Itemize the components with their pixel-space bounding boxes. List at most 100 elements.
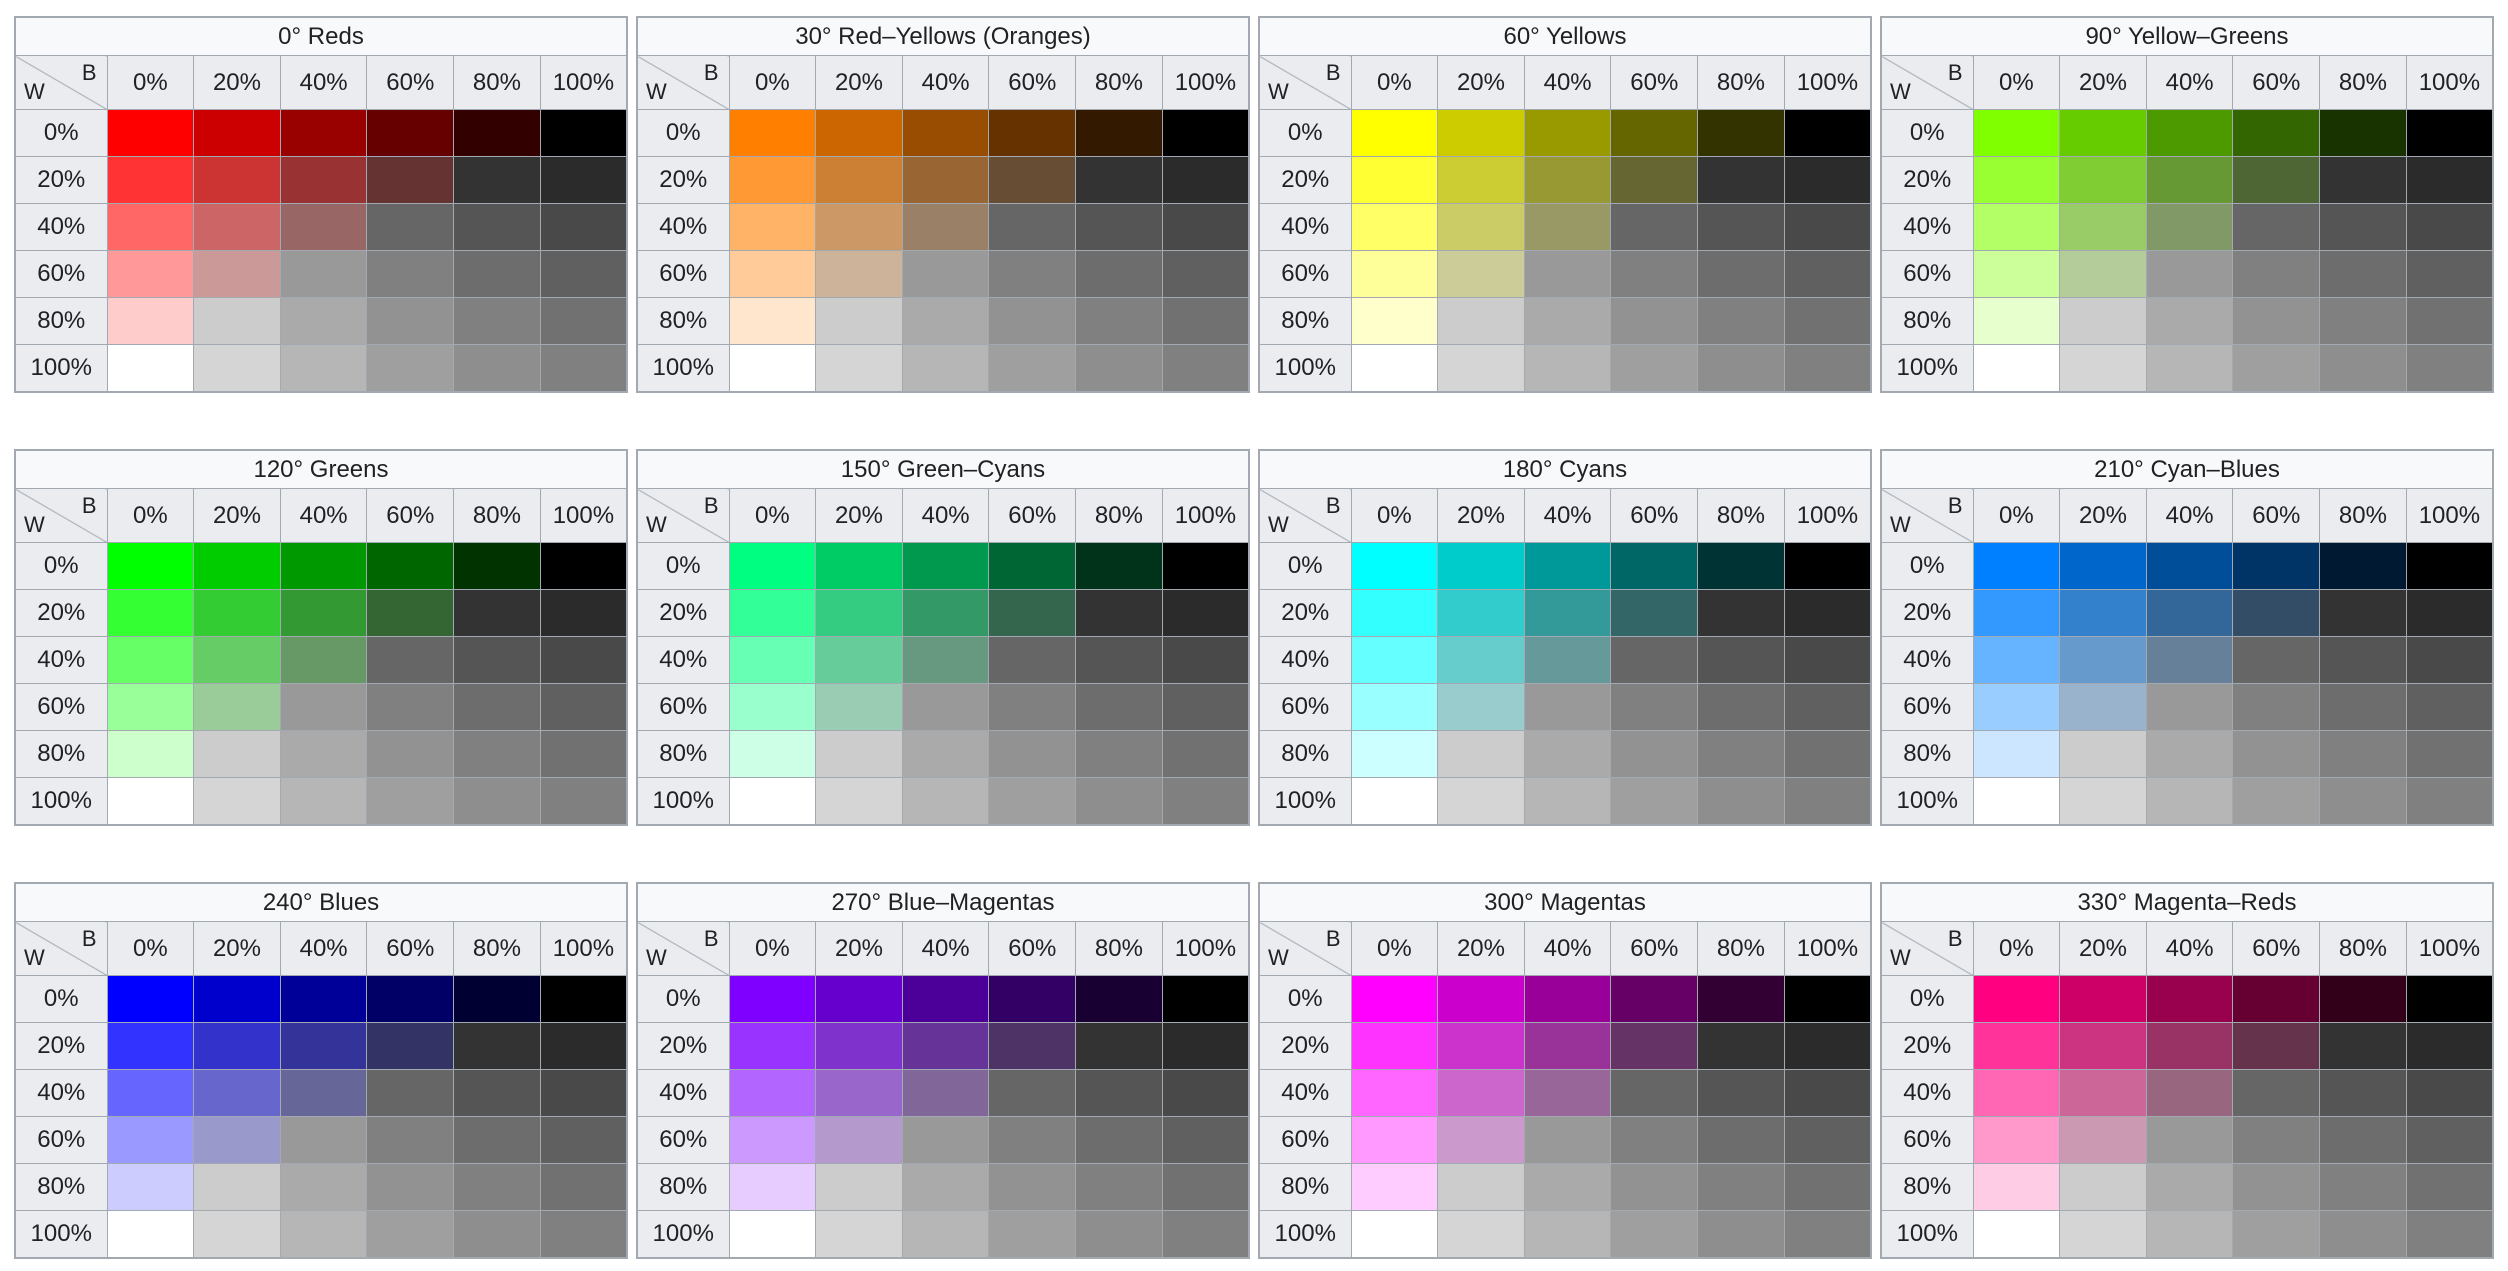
color-swatch — [2232, 683, 2321, 731]
color-swatch — [1075, 975, 1163, 1023]
data-row: 0% — [636, 975, 1250, 1023]
color-swatch — [2319, 203, 2407, 251]
data-row: 0% — [1258, 542, 1872, 590]
color-swatch — [453, 203, 541, 251]
color-swatch — [106, 1069, 195, 1117]
color-swatch — [1161, 1069, 1250, 1117]
color-swatch — [2232, 203, 2321, 251]
corner-top-label: B — [703, 926, 719, 951]
color-swatch — [901, 975, 990, 1023]
color-swatch — [1161, 1163, 1250, 1211]
color-swatch — [1075, 683, 1163, 731]
color-swatch — [1075, 1210, 1163, 1259]
title-row: 210° Cyan–Blues — [1880, 449, 2494, 489]
color-swatch — [1783, 1022, 1872, 1070]
column-header: 80% — [2319, 488, 2407, 543]
color-swatch — [1075, 344, 1163, 393]
row-header: 0% — [636, 542, 730, 590]
data-row: 80% — [14, 297, 628, 345]
color-swatch — [193, 297, 281, 345]
color-swatch — [2405, 777, 2494, 826]
header-row: B W 0% 20% 40% 60% 80% 100% — [14, 488, 628, 543]
column-header: 100% — [1783, 488, 1872, 543]
color-swatch — [2145, 1116, 2234, 1164]
color-swatch — [815, 297, 903, 345]
color-swatch — [1783, 156, 1872, 204]
color-swatch — [1075, 542, 1163, 590]
color-swatch — [1697, 683, 1785, 731]
color-swatch — [728, 589, 817, 637]
color-swatch — [453, 156, 541, 204]
color-swatch — [1437, 589, 1525, 637]
row-header: 20% — [1258, 589, 1352, 637]
color-swatch — [2145, 250, 2234, 298]
column-header: 80% — [1075, 55, 1163, 110]
color-swatch — [1697, 1116, 1785, 1164]
table-title: 120° Greens — [14, 449, 628, 489]
color-swatch — [1161, 589, 1250, 637]
color-swatch — [2405, 1210, 2494, 1259]
color-swatch — [106, 683, 195, 731]
column-header: 80% — [453, 921, 541, 976]
data-row: 60% — [636, 1116, 1250, 1164]
title-row: 90° Yellow–Greens — [1880, 16, 2494, 56]
color-swatch — [1075, 1163, 1163, 1211]
column-header: 0% — [728, 921, 817, 976]
color-swatch — [1437, 636, 1525, 684]
color-swatch — [539, 730, 628, 778]
table-title: 30° Red–Yellows (Oranges) — [636, 16, 1250, 56]
color-swatch — [728, 730, 817, 778]
color-swatch — [1437, 975, 1525, 1023]
data-row: 20% — [1258, 156, 1872, 204]
color-swatch — [2232, 1022, 2321, 1070]
data-row: 40% — [14, 203, 628, 251]
color-swatch — [279, 1069, 368, 1117]
color-swatch — [1783, 1069, 1872, 1117]
color-swatch — [988, 156, 1077, 204]
corner-top-label: B — [1325, 926, 1341, 951]
header-row: B W 0% 20% 40% 60% 80% 100% — [14, 55, 628, 110]
data-row: 20% — [636, 589, 1250, 637]
color-swatch — [1972, 1163, 2061, 1211]
data-row: 0% — [636, 542, 1250, 590]
color-swatch — [539, 975, 628, 1023]
row-header: 20% — [636, 156, 730, 204]
color-swatch — [988, 730, 1077, 778]
corner-bottom-label: W — [646, 79, 667, 104]
row-header: 60% — [636, 683, 730, 731]
color-swatch — [1610, 975, 1699, 1023]
color-swatch — [728, 542, 817, 590]
color-swatch — [1697, 1210, 1785, 1259]
column-header: 80% — [1697, 55, 1785, 110]
color-swatch — [2145, 156, 2234, 204]
row-header: 100% — [636, 777, 730, 826]
color-swatch — [1783, 636, 1872, 684]
data-row: 40% — [14, 636, 628, 684]
column-header: 100% — [2405, 921, 2494, 976]
color-swatch — [2059, 975, 2147, 1023]
color-swatch — [2319, 297, 2407, 345]
color-swatch — [901, 297, 990, 345]
color-swatch — [193, 730, 281, 778]
column-header: 80% — [2319, 921, 2407, 976]
column-header: 20% — [2059, 55, 2147, 110]
column-header: 60% — [366, 921, 455, 976]
color-swatch — [988, 1022, 1077, 1070]
color-swatch — [2232, 542, 2321, 590]
column-header: 40% — [2145, 488, 2234, 543]
data-row: 20% — [1880, 156, 2494, 204]
data-row: 60% — [1258, 683, 1872, 731]
color-swatch — [988, 344, 1077, 393]
row-header: 100% — [1880, 777, 1974, 826]
data-row: 100% — [1258, 777, 1872, 826]
color-swatch — [2405, 344, 2494, 393]
color-swatch — [106, 297, 195, 345]
color-swatch — [1437, 1022, 1525, 1070]
color-swatch — [1783, 975, 1872, 1023]
column-header: 40% — [2145, 55, 2234, 110]
row-header: 20% — [1880, 589, 1974, 637]
color-swatch — [2405, 589, 2494, 637]
color-swatch — [1783, 109, 1872, 157]
color-swatch — [2405, 156, 2494, 204]
